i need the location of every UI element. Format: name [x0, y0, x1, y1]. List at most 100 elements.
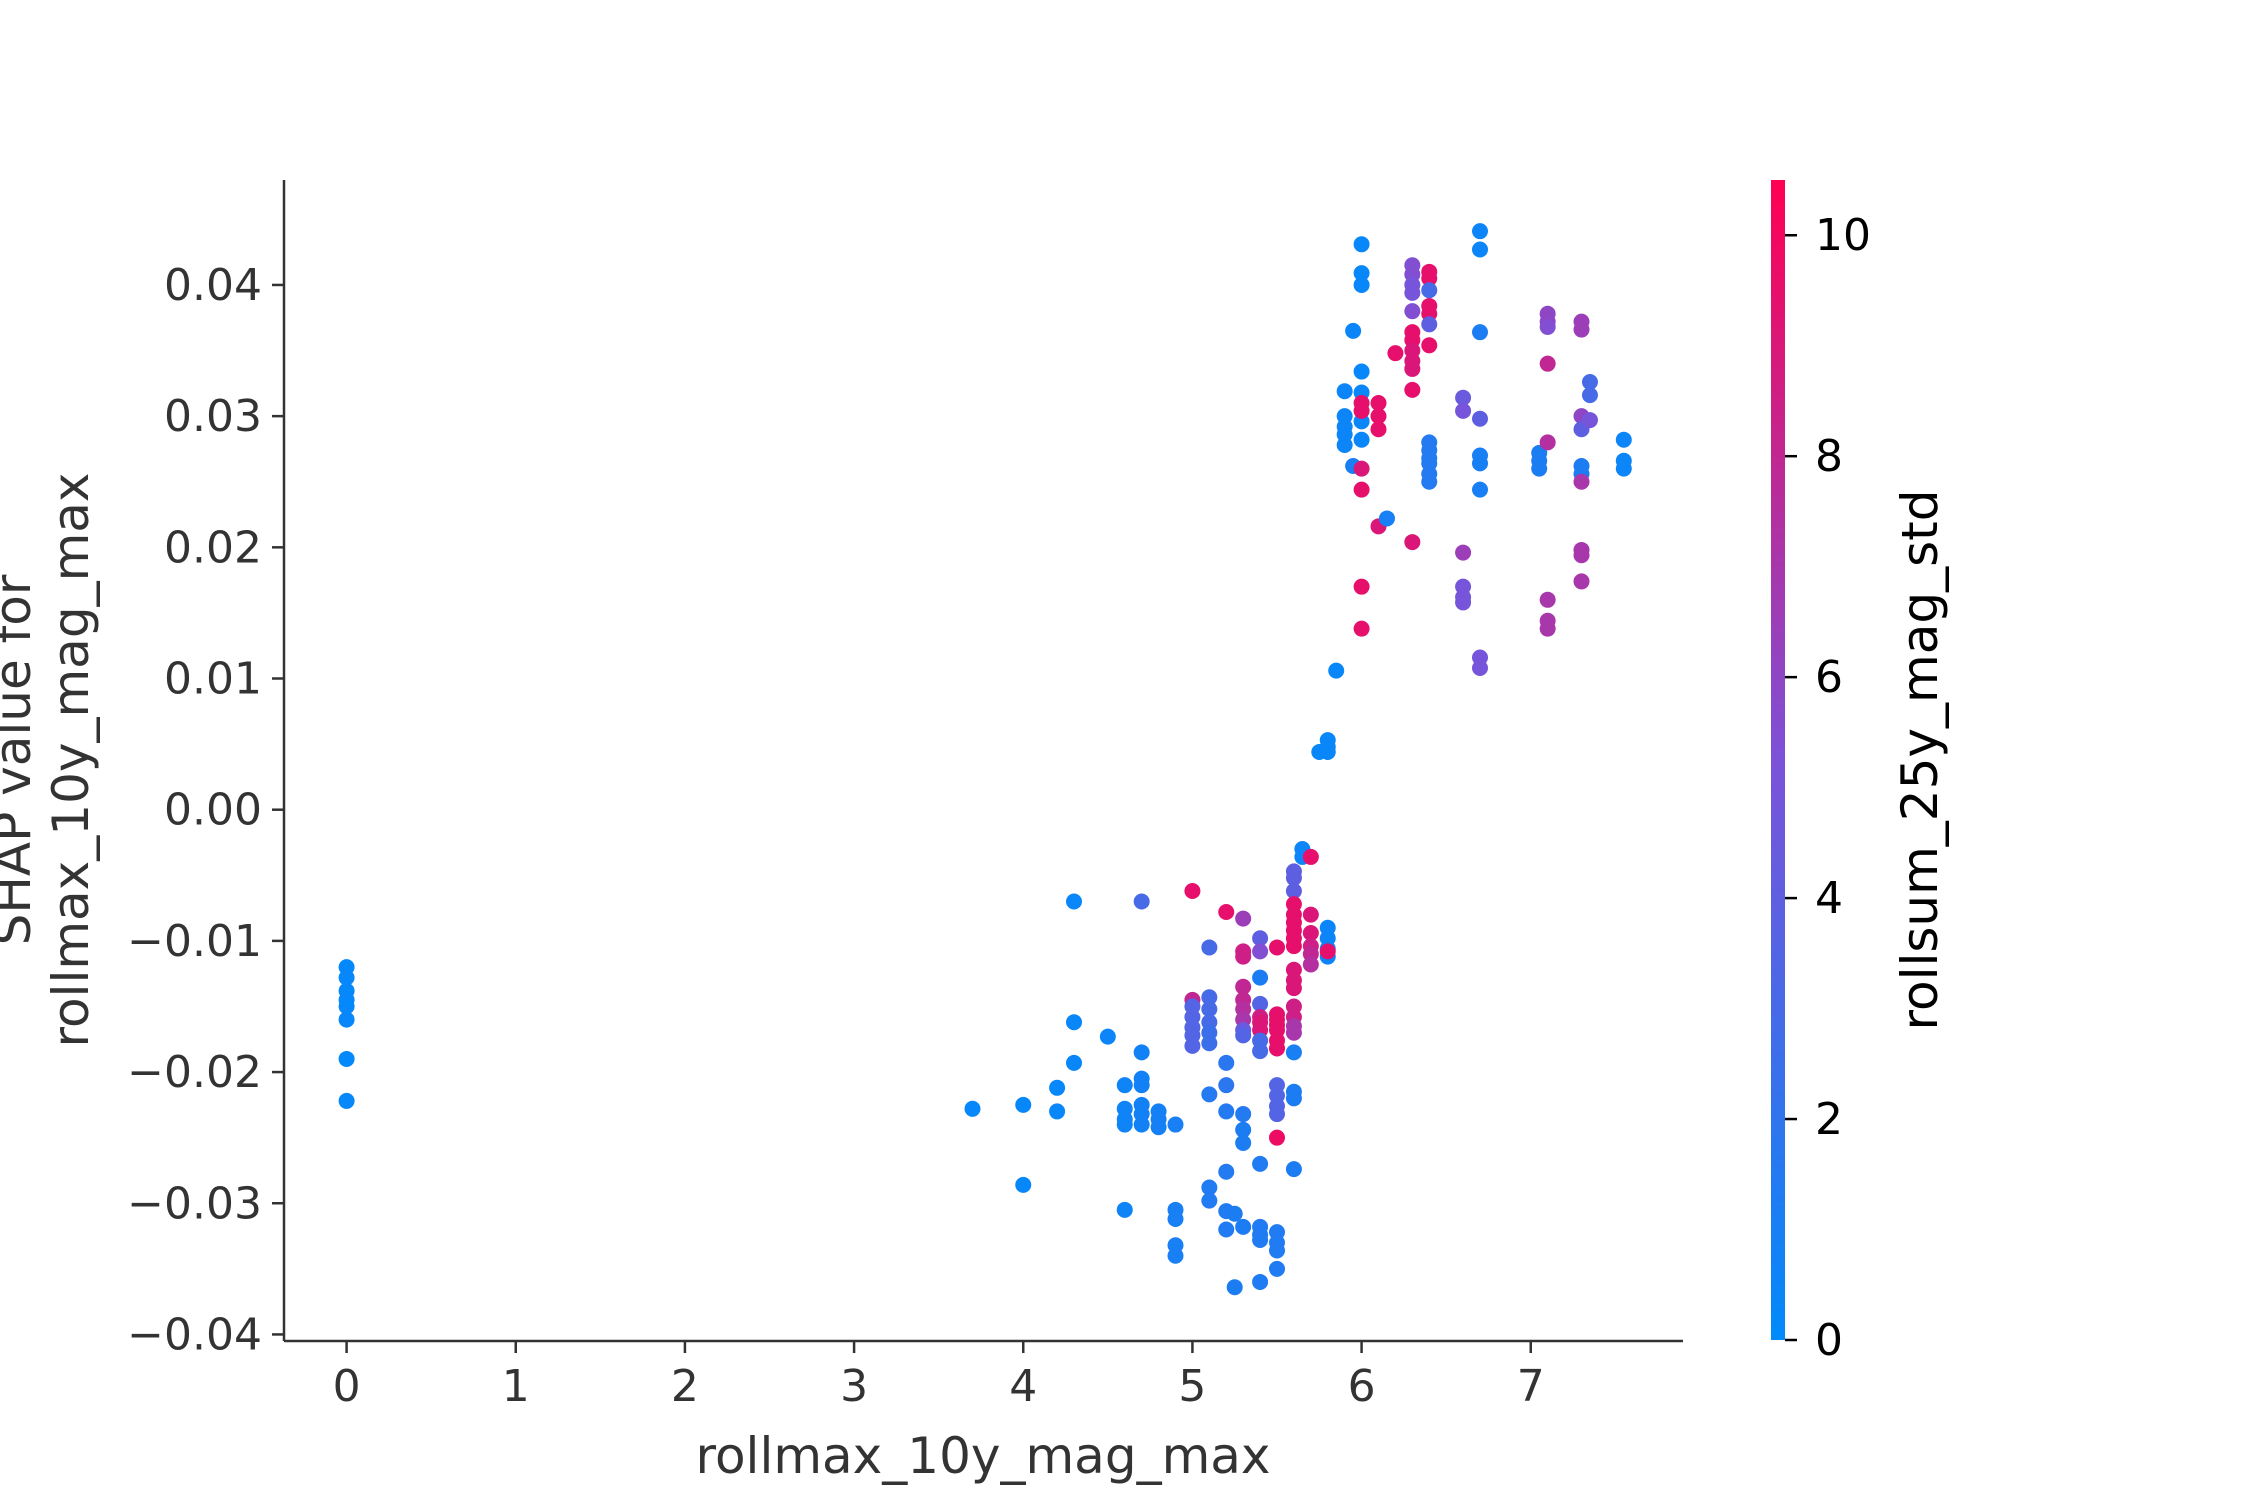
scatter-point [1235, 910, 1252, 927]
scatter-point [1472, 241, 1489, 258]
x-tick-label: 5 [1178, 1361, 1206, 1412]
colorbar-tick-label: 2 [1815, 1094, 1843, 1145]
scatter-point [1218, 1103, 1235, 1120]
scatter-point [1218, 1163, 1235, 1180]
scatter-point [1235, 1121, 1252, 1138]
scatter-point [1133, 1077, 1150, 1094]
scatter-point [1235, 978, 1252, 995]
scatter-point [1328, 662, 1345, 679]
scatter-point [1269, 1260, 1286, 1277]
y-axis-title-line-1: SHAP value for [0, 574, 42, 945]
y-tick-label: 0.00 [164, 785, 262, 836]
scatter-point [1539, 434, 1556, 451]
scatter-point [1285, 1044, 1302, 1061]
scatter-point [338, 1050, 355, 1067]
scatter-point [1455, 389, 1472, 406]
colorbar-tick-label: 8 [1815, 431, 1843, 482]
scatter-point [1252, 1043, 1269, 1060]
scatter-point [1472, 410, 1489, 427]
scatter-point [1133, 893, 1150, 910]
scatter-point [1353, 578, 1370, 595]
scatter-point [1235, 1134, 1252, 1151]
scatter-point [1319, 943, 1336, 960]
scatter-point [1235, 948, 1252, 965]
scatter-point [1404, 534, 1421, 551]
scatter-point [338, 998, 355, 1015]
scatter-point [1387, 345, 1404, 362]
scatter-point [1285, 1161, 1302, 1178]
y-tick-label: −0.02 [127, 1047, 262, 1098]
scatter-point [1353, 265, 1370, 282]
scatter-point [1615, 431, 1632, 448]
scatter-point [1066, 1014, 1083, 1031]
scatter-point [1539, 355, 1556, 372]
scatter-point [1421, 270, 1438, 287]
scatter-point [1201, 1192, 1218, 1209]
x-tick-label: 2 [671, 1361, 699, 1412]
scatter-point [1573, 473, 1590, 490]
scatter-point [1539, 620, 1556, 637]
colorbar-tick-label: 10 [1815, 210, 1871, 261]
scatter-point [1150, 1119, 1167, 1136]
scatter-point [1353, 402, 1370, 419]
scatter-point [1531, 460, 1548, 477]
scatter-point [1235, 1027, 1252, 1044]
scatter-point [1218, 1221, 1235, 1238]
scatter-point [1615, 460, 1632, 477]
scatter-point [1252, 943, 1269, 960]
scatter-point [1049, 1103, 1066, 1120]
scatter-point [1539, 591, 1556, 608]
y-tick-label: −0.04 [127, 1309, 262, 1360]
scatter-point [1302, 956, 1319, 973]
scatter-point [1116, 1077, 1133, 1094]
scatter-point [1167, 1210, 1184, 1227]
scatter-point [1421, 316, 1438, 333]
scatter-point [1319, 743, 1336, 760]
scatter-point [1353, 481, 1370, 498]
x-tick-label: 1 [502, 1361, 530, 1412]
scatter-point [1345, 322, 1362, 339]
scatter-point [1581, 387, 1598, 404]
scatter-point [1285, 1024, 1302, 1041]
scatter-point [1285, 869, 1302, 886]
x-axis-ticks: 0 1 2 3 4 5 6 7 [333, 1341, 1545, 1412]
scatter-point [1353, 431, 1370, 448]
scatter-point [1285, 938, 1302, 955]
y-tick-label: 0.02 [164, 522, 262, 573]
scatter-point [1269, 1040, 1286, 1057]
scatter-point [1201, 1086, 1218, 1103]
scatter-point [1404, 381, 1421, 398]
scatter-point [1472, 223, 1489, 240]
scatter-point [1353, 363, 1370, 380]
scatter-point [1133, 1044, 1150, 1061]
scatter-point [1421, 473, 1438, 490]
scatter-point [1269, 1129, 1286, 1146]
scatter-point [1353, 236, 1370, 253]
scatter-point [1302, 906, 1319, 923]
x-tick-label: 6 [1348, 1361, 1376, 1412]
scatter-point [1573, 547, 1590, 564]
scatter-point [964, 1100, 981, 1117]
scatter-point [1201, 1001, 1218, 1018]
scatter-point [1472, 455, 1489, 472]
scatter-point [1353, 276, 1370, 293]
scatter-point [1421, 282, 1438, 299]
scatter-point [1167, 1116, 1184, 1133]
scatter-point [1472, 660, 1489, 677]
scatter-point [1218, 1054, 1235, 1071]
y-tick-label: −0.01 [127, 916, 262, 967]
x-tick-label: 4 [1009, 1361, 1037, 1412]
scatter-point [1573, 573, 1590, 590]
scatter-point [338, 1011, 355, 1028]
colorbar: 0 2 4 6 8 10 rollsum_25y_mag_std [1771, 180, 1949, 1366]
scatter-point [1269, 1242, 1286, 1259]
x-axis-title: rollmax_10y_mag_max [696, 1427, 1271, 1485]
scatter-point [1252, 1273, 1269, 1290]
scatter-point [1472, 481, 1489, 498]
scatter-point [1302, 848, 1319, 865]
scatter-point [1404, 303, 1421, 320]
scatter-point [1581, 374, 1598, 391]
y-axis-ticks: 0.04 0.03 0.02 0.01 0.00 −0.01 −0.02 −0.03 −0.04 [127, 260, 284, 1360]
colorbar-tick-label: 6 [1815, 652, 1843, 703]
